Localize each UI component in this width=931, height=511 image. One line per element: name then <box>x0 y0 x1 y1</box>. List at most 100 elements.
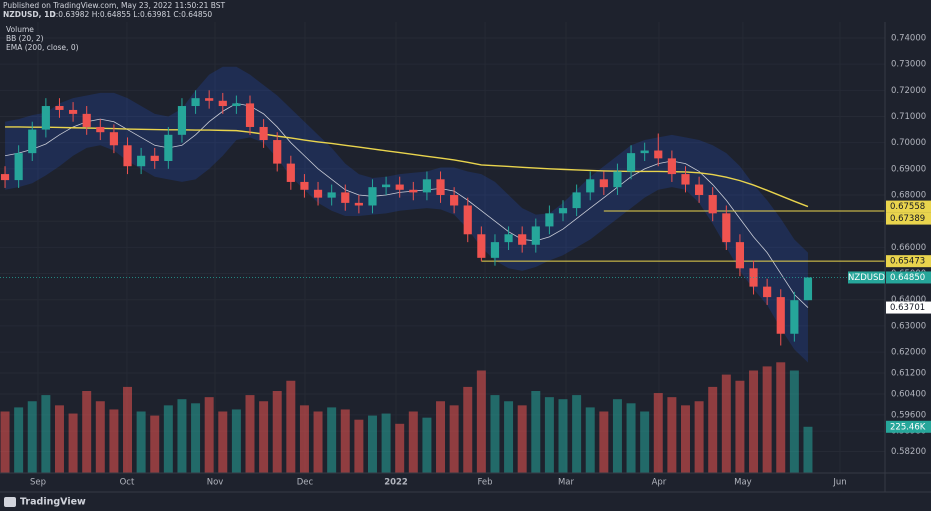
candle-body <box>803 277 813 301</box>
y-tick-label: 0.58200 <box>891 447 926 457</box>
candle-body <box>273 140 282 164</box>
symbol: NZDUSD, 1D <box>3 10 56 19</box>
y-tick-label: 0.68000 <box>891 191 926 201</box>
volume-bar <box>231 409 241 473</box>
volume-bar <box>436 401 446 473</box>
volume-bar <box>123 386 133 473</box>
volume-bar <box>476 370 486 473</box>
candle-body <box>558 208 568 214</box>
candle-body <box>232 103 241 107</box>
candle-body <box>286 163 295 182</box>
candle-body <box>164 134 173 161</box>
volume-bar <box>395 423 405 473</box>
volume-bar <box>422 417 432 473</box>
candle-body <box>259 126 268 141</box>
candle-body <box>545 213 554 227</box>
y-tick-label: 0.69000 <box>891 164 926 174</box>
volume-bar <box>191 403 201 473</box>
volume-bar <box>490 395 500 473</box>
indicator-label: Volume <box>6 25 34 34</box>
volume-bar <box>653 393 663 473</box>
y-tick-label: 0.62000 <box>891 348 926 358</box>
candle-body <box>327 192 336 198</box>
candle-body <box>531 226 540 245</box>
volume-bar <box>354 419 364 473</box>
candle-body <box>150 155 159 161</box>
volume-bar <box>41 395 51 473</box>
y-tick-label: 0.60400 <box>891 389 926 399</box>
candle-body <box>790 300 799 334</box>
candle-body <box>245 103 255 127</box>
candle-body <box>382 184 391 188</box>
candle-body <box>763 286 772 298</box>
candle-body <box>205 98 214 101</box>
candle-body <box>28 129 37 154</box>
volume-bar <box>667 397 677 473</box>
y-tick-label: 0.73000 <box>891 60 926 70</box>
candle-body <box>477 234 486 258</box>
candle-body <box>109 132 118 146</box>
candle-body <box>518 234 527 245</box>
plot <box>0 22 885 473</box>
price-tag-label: 0.67389 <box>890 214 925 224</box>
volume-bar <box>762 366 772 473</box>
price-tag <box>886 212 931 225</box>
volume-bar <box>558 399 568 473</box>
y-tick-label: 0.61200 <box>891 369 926 379</box>
volume-bar <box>245 395 255 473</box>
candle-body <box>450 195 459 206</box>
candle-body <box>41 106 50 130</box>
volume-bar <box>27 401 37 473</box>
volume-bar <box>299 405 309 473</box>
volume-bar <box>789 370 799 473</box>
x-tick-label: Dec <box>297 478 314 488</box>
candle-body <box>422 179 432 193</box>
volume-bar <box>517 405 527 473</box>
candle-body <box>490 242 500 258</box>
price-tag-label: 0.67558 <box>890 202 925 212</box>
volume-bar <box>177 399 187 473</box>
volume-bar <box>95 401 105 473</box>
volume-bar <box>749 370 759 473</box>
y-tick-label: 0.66000 <box>891 243 926 253</box>
candle-body <box>735 242 745 269</box>
volume-bar <box>286 380 296 473</box>
candle-body <box>96 126 105 133</box>
volume-bar <box>680 405 690 473</box>
x-tick-label: Apr <box>652 478 667 488</box>
volume-bar <box>572 395 582 473</box>
x-tick-label: Jun <box>832 478 846 488</box>
volume-bar <box>367 415 377 473</box>
volume-bar <box>463 386 473 473</box>
brand[interactable]: TradingView <box>20 497 86 508</box>
price-tag-label: 0.65473 <box>890 257 925 267</box>
bollinger-band <box>5 66 808 363</box>
candle-body <box>313 189 323 198</box>
candle-body <box>626 153 636 172</box>
candle-body <box>300 181 309 190</box>
candle-body <box>0 174 10 181</box>
candle-body <box>368 187 377 206</box>
ohlc: O:0.63982 H:0.64855 L:0.63981 C:0.64850 <box>50 10 212 19</box>
x-tick-label: Sep <box>30 478 46 488</box>
symbol-tag-label: NZDUSD <box>848 273 885 283</box>
symbol-tag <box>848 271 885 284</box>
price-tag <box>886 301 931 314</box>
volume-bar <box>612 399 622 473</box>
candle-body <box>599 179 608 188</box>
y-tick-label: 0.72000 <box>891 86 926 96</box>
x-tick-label: Feb <box>477 478 492 488</box>
volume-bar <box>735 380 745 473</box>
volume-bar <box>803 426 813 473</box>
volume-bar <box>449 405 459 473</box>
logo <box>4 497 16 507</box>
volume-bar <box>0 411 10 473</box>
volume-bar <box>150 415 160 473</box>
candle-body <box>409 189 418 193</box>
volume-bar <box>640 411 650 473</box>
candle-body <box>572 192 581 209</box>
price-tag <box>886 200 931 213</box>
candle-body <box>177 106 187 135</box>
volume-bar <box>14 407 24 473</box>
